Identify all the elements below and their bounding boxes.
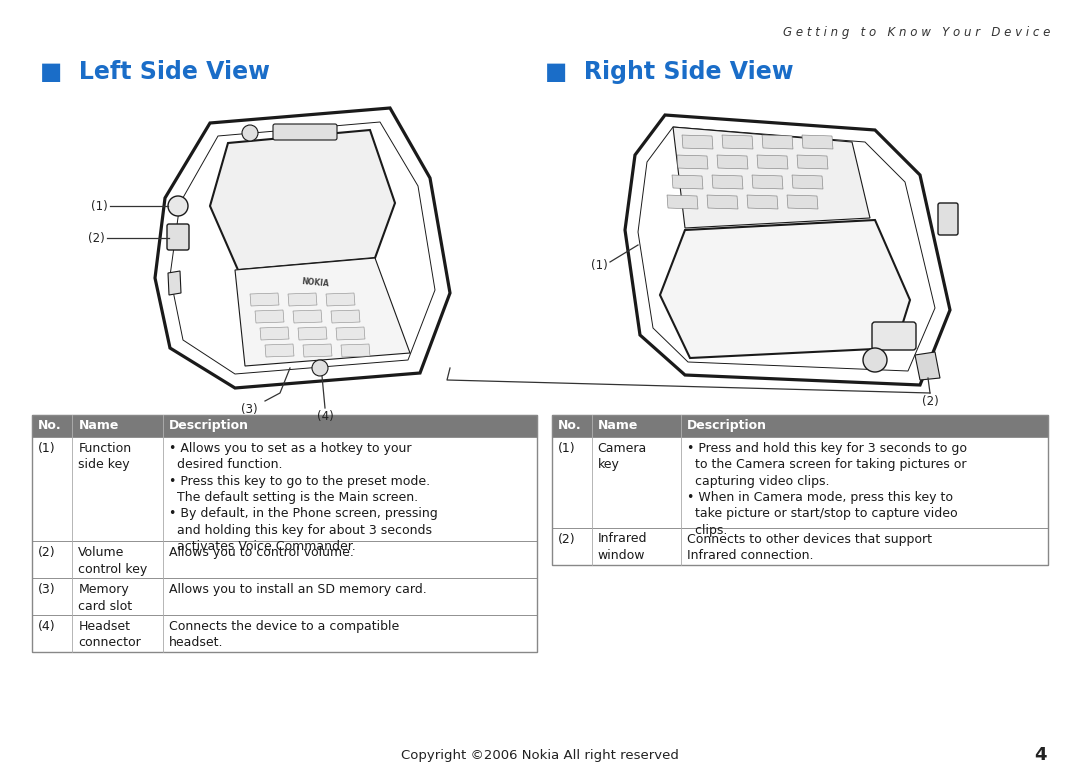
Polygon shape xyxy=(723,135,753,149)
Bar xyxy=(552,436,1048,527)
Polygon shape xyxy=(288,293,318,306)
Text: Description: Description xyxy=(170,419,249,432)
Polygon shape xyxy=(915,352,940,380)
Polygon shape xyxy=(757,155,788,169)
Text: (3): (3) xyxy=(38,583,56,596)
Polygon shape xyxy=(330,310,360,323)
Circle shape xyxy=(242,125,258,141)
Polygon shape xyxy=(673,127,870,228)
Text: Name: Name xyxy=(79,419,119,432)
Polygon shape xyxy=(802,135,833,149)
Text: (2): (2) xyxy=(558,533,576,545)
Text: Copyright ©2006 Nokia All right reserved: Copyright ©2006 Nokia All right reserved xyxy=(401,749,679,762)
Polygon shape xyxy=(707,195,738,209)
Text: Memory
card slot: Memory card slot xyxy=(79,583,133,612)
Bar xyxy=(32,578,537,615)
Polygon shape xyxy=(293,310,322,323)
Polygon shape xyxy=(660,220,910,358)
Text: G e t t i n g   t o   K n o w   Y o u r   D e v i c e: G e t t i n g t o K n o w Y o u r D e v … xyxy=(783,26,1050,38)
Polygon shape xyxy=(752,175,783,189)
Polygon shape xyxy=(717,155,748,169)
Text: (4): (4) xyxy=(316,410,334,423)
Text: (3): (3) xyxy=(241,403,258,416)
Text: Connects the device to a compatible
headset.: Connects the device to a compatible head… xyxy=(170,620,400,650)
Text: (2): (2) xyxy=(921,395,939,408)
Text: Description: Description xyxy=(687,419,767,432)
Polygon shape xyxy=(168,271,181,295)
Text: Connects to other devices that support
Infrared connection.: Connects to other devices that support I… xyxy=(687,533,932,562)
Polygon shape xyxy=(156,108,450,388)
Text: Infrared
window: Infrared window xyxy=(597,533,647,562)
Circle shape xyxy=(863,348,887,372)
Polygon shape xyxy=(265,344,294,357)
Text: (1): (1) xyxy=(558,442,576,454)
Polygon shape xyxy=(260,327,289,340)
Polygon shape xyxy=(625,115,950,385)
Text: ■  Right Side View: ■ Right Side View xyxy=(545,60,794,84)
Polygon shape xyxy=(747,195,778,209)
Text: (4): (4) xyxy=(38,620,56,633)
Text: Allows you to install an SD memory card.: Allows you to install an SD memory card. xyxy=(170,583,427,596)
Polygon shape xyxy=(249,293,279,306)
Text: Name: Name xyxy=(597,419,638,432)
Text: (1): (1) xyxy=(91,199,108,213)
Polygon shape xyxy=(210,130,395,270)
Polygon shape xyxy=(762,135,793,149)
FancyBboxPatch shape xyxy=(167,224,189,250)
Polygon shape xyxy=(712,175,743,189)
Text: 4: 4 xyxy=(1034,746,1047,764)
Bar xyxy=(32,415,537,652)
Circle shape xyxy=(168,196,188,216)
FancyBboxPatch shape xyxy=(273,124,337,140)
Text: (2): (2) xyxy=(89,231,105,245)
Polygon shape xyxy=(235,258,410,366)
Polygon shape xyxy=(787,195,818,209)
Polygon shape xyxy=(667,195,698,209)
Circle shape xyxy=(312,360,328,376)
Polygon shape xyxy=(326,293,355,306)
Text: No.: No. xyxy=(38,419,62,432)
Text: (2): (2) xyxy=(38,546,56,559)
Text: Function
side key: Function side key xyxy=(79,442,132,471)
Text: Headset
connector: Headset connector xyxy=(79,620,141,650)
Text: (1): (1) xyxy=(591,259,608,272)
Text: • Allows you to set as a hotkey to your
  desired function.
• Press this key to : • Allows you to set as a hotkey to your … xyxy=(170,442,438,554)
Bar xyxy=(32,541,537,578)
Text: ■  Left Side View: ■ Left Side View xyxy=(40,60,270,84)
Polygon shape xyxy=(677,155,708,169)
Polygon shape xyxy=(681,135,713,149)
Text: Volume
control key: Volume control key xyxy=(79,546,148,576)
Bar xyxy=(32,615,537,652)
Polygon shape xyxy=(672,175,703,189)
Bar xyxy=(552,527,1048,565)
Text: No.: No. xyxy=(558,419,582,432)
Polygon shape xyxy=(303,344,332,357)
Bar xyxy=(552,415,1048,436)
FancyBboxPatch shape xyxy=(872,322,916,350)
Polygon shape xyxy=(792,175,823,189)
Text: NOKIA: NOKIA xyxy=(301,277,329,289)
Text: • Press and hold this key for 3 seconds to go
  to the Camera screen for taking : • Press and hold this key for 3 seconds … xyxy=(687,442,967,537)
Text: Allows you to control volume.: Allows you to control volume. xyxy=(170,546,354,559)
Text: Camera
key: Camera key xyxy=(597,442,647,471)
Text: (1): (1) xyxy=(38,442,56,454)
Bar xyxy=(32,436,537,541)
Bar xyxy=(32,415,537,436)
FancyBboxPatch shape xyxy=(939,203,958,235)
Bar xyxy=(552,415,1048,565)
Polygon shape xyxy=(336,327,365,340)
Polygon shape xyxy=(298,327,327,340)
Polygon shape xyxy=(255,310,284,323)
Polygon shape xyxy=(341,344,370,357)
Polygon shape xyxy=(797,155,828,169)
